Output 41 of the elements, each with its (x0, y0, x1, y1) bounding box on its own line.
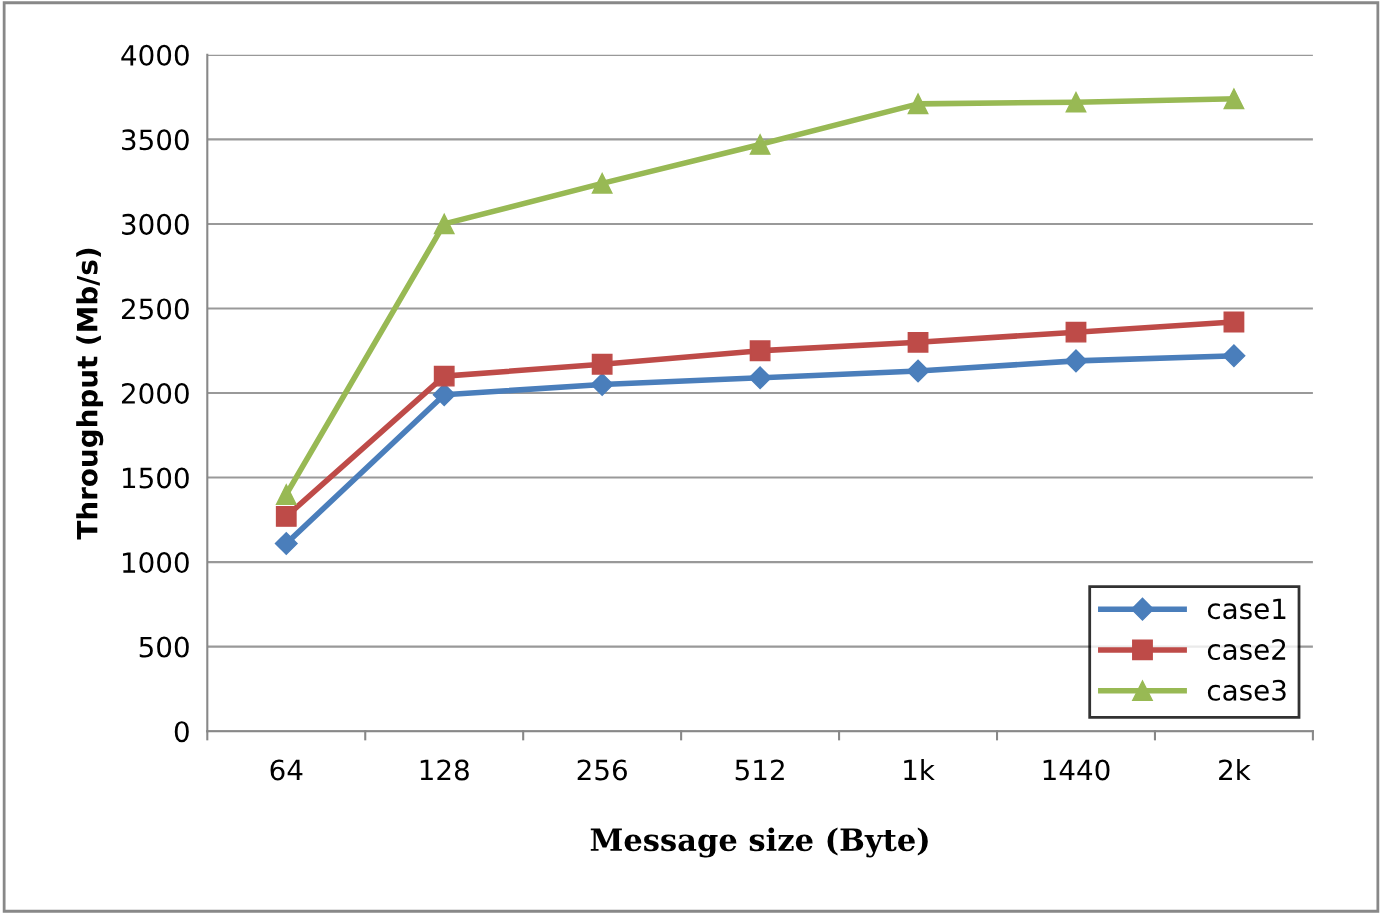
point (1065, 91, 1087, 113)
y-axis-title: Throughput (Mb/s) (76, 248, 104, 540)
y-tick-label: 0 (174, 721, 189, 743)
point (590, 373, 614, 397)
point (1065, 321, 1087, 343)
legend-label: case1 (1207, 598, 1286, 620)
point (906, 359, 930, 383)
legend-label: case2 (1207, 639, 1286, 661)
y-tick-label: 3000 (122, 213, 189, 235)
point (1064, 349, 1088, 373)
point (907, 331, 929, 353)
point (591, 353, 613, 375)
point (1222, 344, 1246, 368)
y-tick-label: 500 (139, 636, 189, 658)
point (749, 134, 771, 155)
x-axis-title: Message size (Byte) (590, 827, 928, 858)
y-tick-label: 1000 (122, 552, 189, 574)
y-tick-label: 1500 (122, 467, 189, 489)
x-tick-label: 128 (420, 759, 469, 781)
x-tick-label: 1k (904, 758, 935, 781)
point (274, 532, 298, 556)
x-tick-label: 256 (577, 759, 627, 781)
point (275, 506, 297, 527)
x-tick-label: 2k (1219, 758, 1251, 781)
y-tick-label: 2000 (121, 382, 189, 404)
y-tick-label: 4000 (121, 44, 189, 66)
point (433, 213, 455, 235)
y-tick-label: 3500 (122, 129, 189, 151)
point (275, 484, 297, 505)
x-tick-label: 1440 (1043, 759, 1110, 781)
point (433, 365, 455, 387)
x-tick-label: 64 (270, 759, 303, 781)
x-tick-label: 512 (735, 759, 784, 781)
point (1223, 88, 1245, 110)
point (749, 340, 771, 362)
legend-label: case3 (1207, 679, 1286, 701)
y-tick-label: 2500 (121, 298, 189, 320)
point (907, 93, 929, 115)
point (591, 172, 613, 194)
point (1223, 311, 1245, 333)
point (748, 366, 772, 390)
